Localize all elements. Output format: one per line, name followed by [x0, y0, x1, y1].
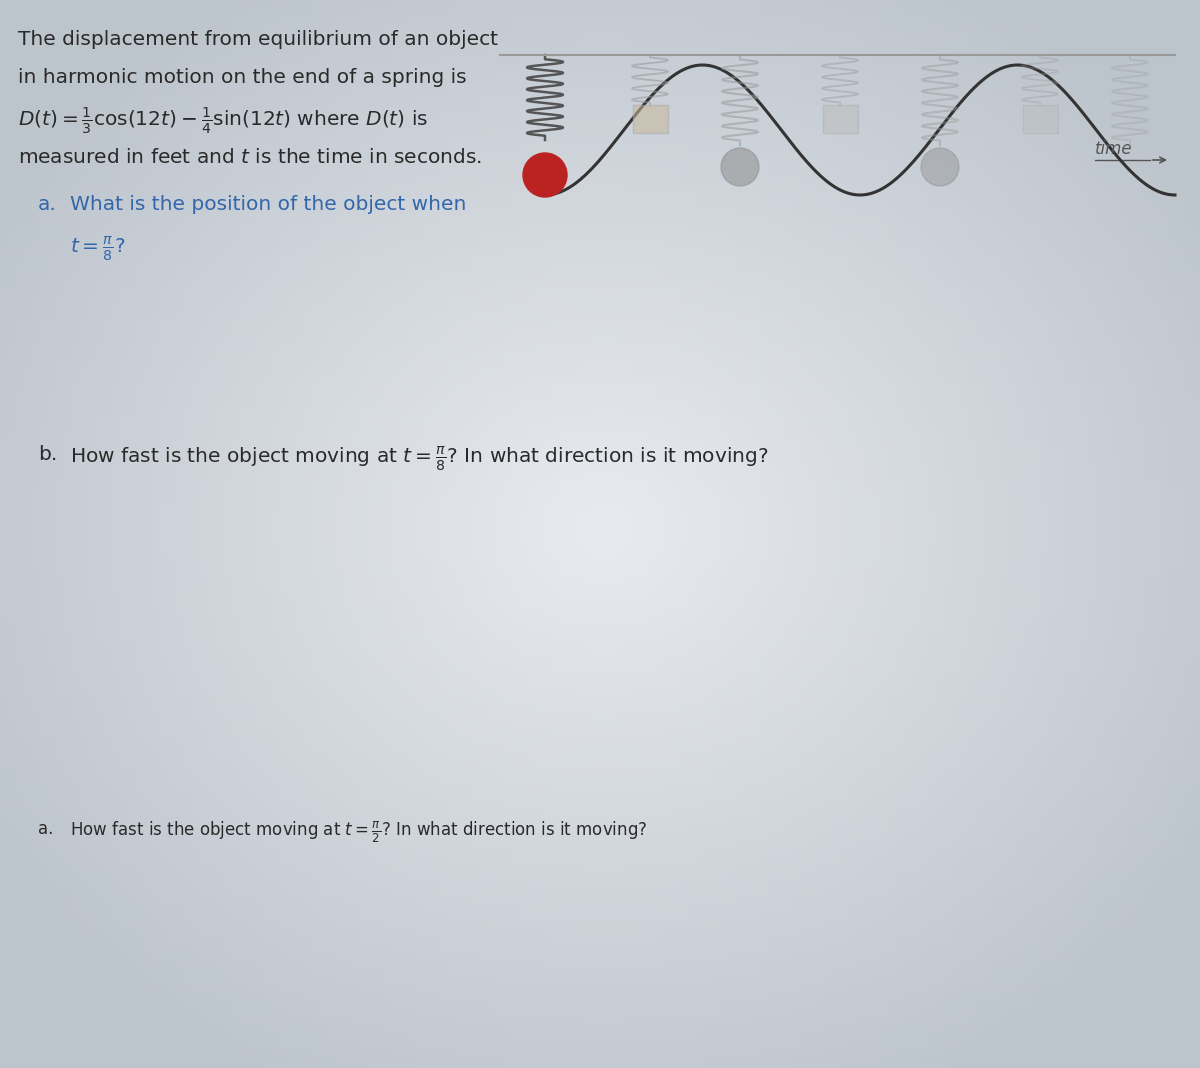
Text: time: time: [1096, 140, 1133, 158]
Text: in harmonic motion on the end of a spring is: in harmonic motion on the end of a sprin…: [18, 68, 467, 87]
Bar: [822, 105, 858, 134]
Circle shape: [523, 153, 568, 197]
Text: a.: a.: [38, 195, 56, 214]
Text: $D(t) = \frac{1}{3}\cos(12t) - \frac{1}{4}\sin(12t)$ where $D(t)$ is: $D(t) = \frac{1}{3}\cos(12t) - \frac{1}{…: [18, 106, 428, 137]
Text: a.: a.: [38, 820, 53, 838]
Text: b.: b.: [38, 445, 58, 464]
Text: How fast is the object moving at $t = \frac{\pi}{8}$? In what direction is it mo: How fast is the object moving at $t = \f…: [70, 445, 768, 473]
Text: The displacement from equilibrium of an object: The displacement from equilibrium of an …: [18, 30, 498, 49]
Text: What is the position of the object when: What is the position of the object when: [70, 195, 467, 214]
Text: $t = \frac{\pi}{8}$?: $t = \frac{\pi}{8}$?: [70, 235, 125, 264]
Bar: [632, 105, 667, 134]
Text: How fast is the object moving at $t = \frac{\pi}{2}$? In what direction is it mo: How fast is the object moving at $t = \f…: [70, 820, 647, 845]
Circle shape: [922, 148, 959, 186]
Bar: [1022, 105, 1057, 134]
Text: measured in feet and $t$ is the time in seconds.: measured in feet and $t$ is the time in …: [18, 148, 482, 167]
Circle shape: [721, 148, 760, 186]
